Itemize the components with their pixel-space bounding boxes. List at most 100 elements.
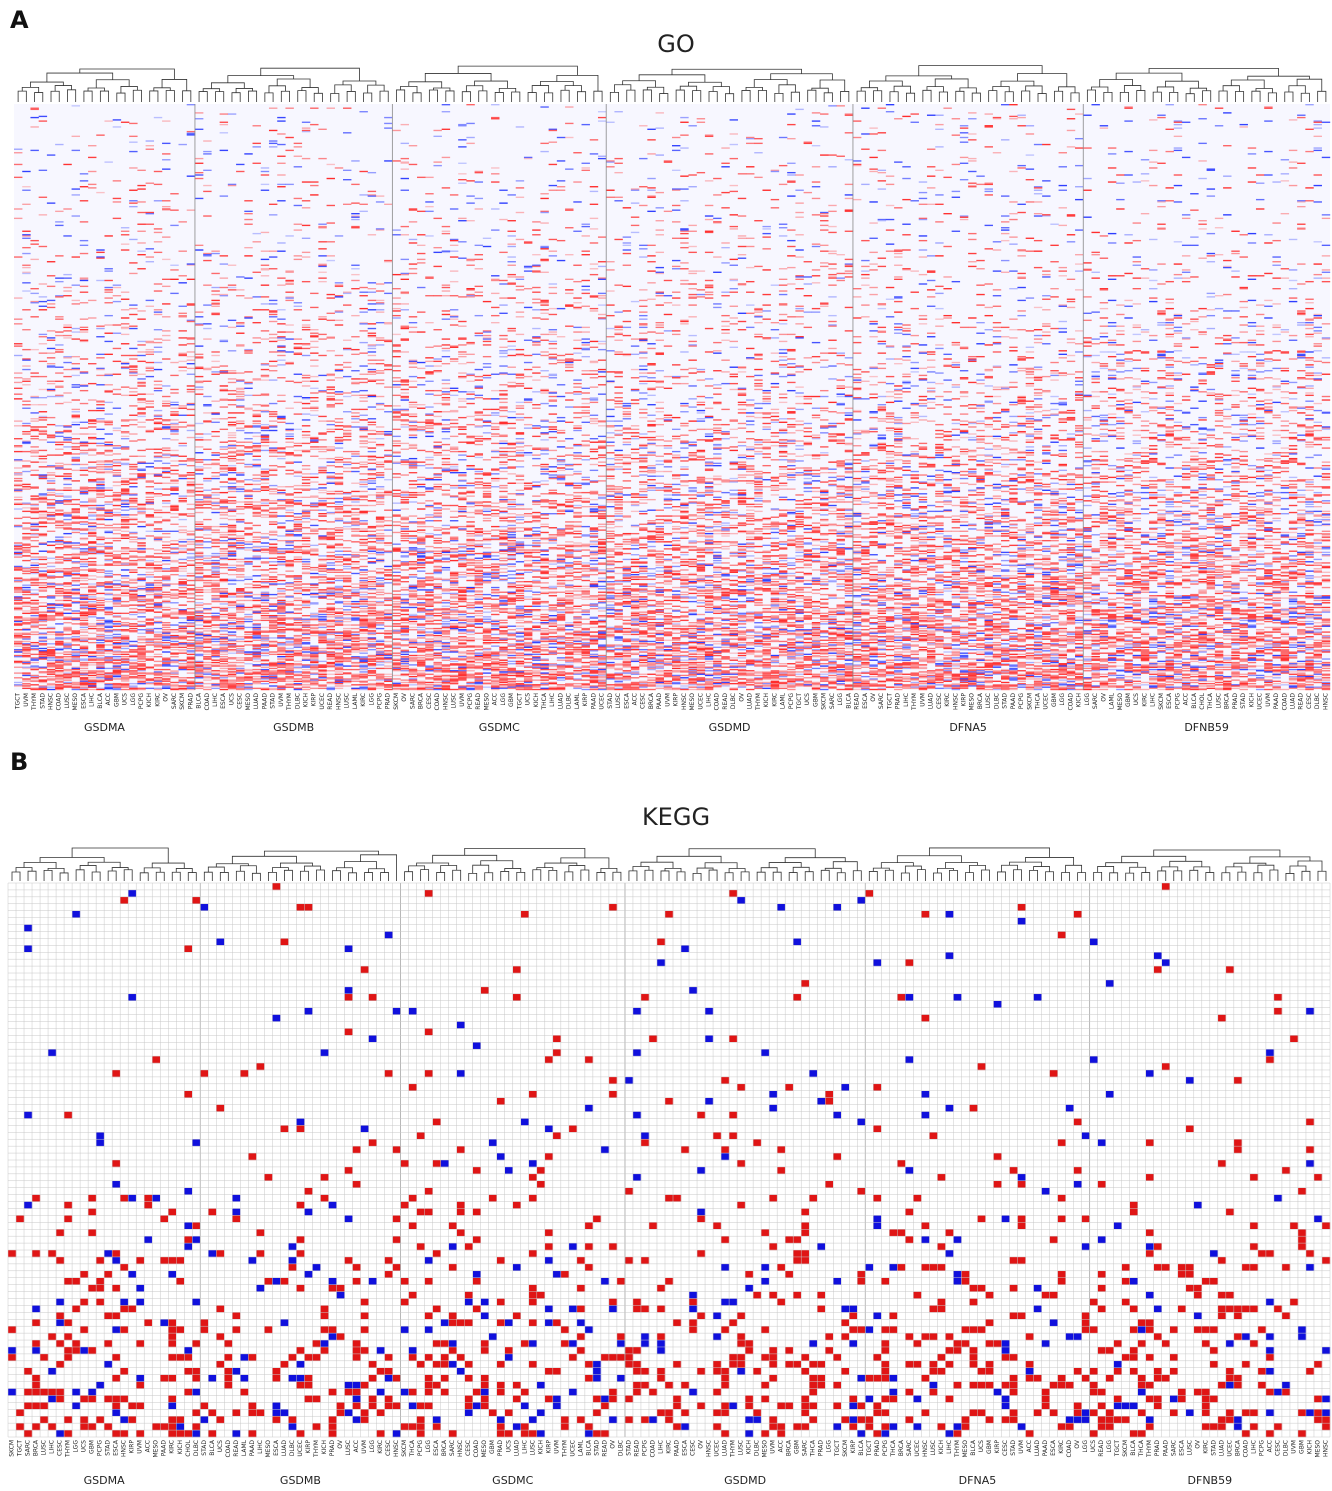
column-tick-label: PAAD bbox=[1010, 693, 1017, 710]
column-tick-label: BRCA bbox=[898, 1439, 905, 1456]
panel-a-title: GO bbox=[576, 30, 776, 58]
column-tick-label: ACC bbox=[492, 693, 499, 705]
column-tick-label: GBM bbox=[113, 693, 120, 707]
column-tick-label: COAD bbox=[1281, 693, 1288, 711]
panel-a-letter: A bbox=[10, 6, 29, 34]
column-tick-label: GBM bbox=[986, 1440, 993, 1454]
heatmap-cells-gsdma bbox=[8, 889, 201, 1438]
column-tick-label: LUSC bbox=[344, 693, 351, 708]
gene-group-label: GSDMB bbox=[280, 1474, 321, 1487]
heatmap-cells-gsdmb bbox=[200, 883, 401, 1438]
column-tick-label: BRCA bbox=[648, 692, 655, 709]
column-tick-label: STAD bbox=[1002, 693, 1009, 709]
column-tick-label: COAD bbox=[1066, 1440, 1073, 1458]
column-tick-label: GBM bbox=[1125, 693, 1132, 707]
column-tick-label: LUAD bbox=[281, 1440, 288, 1457]
column-tick-label: LGG bbox=[73, 1440, 80, 1453]
column-tick-label: OV bbox=[337, 1439, 344, 1449]
column-tick-label: LUAD bbox=[747, 693, 754, 710]
column-tick-label: ESCA bbox=[220, 692, 227, 709]
dendrogram-dfnb59 bbox=[1093, 849, 1327, 881]
column-tick-label: PCPG bbox=[377, 693, 384, 709]
dendrogram-gsdmb bbox=[203, 850, 397, 881]
gene-group-label: DFNB59 bbox=[1184, 721, 1229, 734]
column-tick-label: HNSC bbox=[48, 693, 55, 710]
column-tick-label: KIRP bbox=[994, 1440, 1001, 1454]
column-tick-label: ESCA bbox=[80, 692, 87, 709]
column-tick-label: LIHC bbox=[257, 1440, 264, 1454]
column-tick-label: BLCA bbox=[1130, 1439, 1137, 1456]
column-tick-label: LGG bbox=[369, 1440, 376, 1453]
column-tick-label: CHOL bbox=[1199, 692, 1206, 709]
column-tick-label: LAML bbox=[352, 692, 359, 709]
column-tick-label: UCS bbox=[505, 1440, 512, 1453]
column-tick-label: BLCA bbox=[845, 692, 852, 709]
column-tick-label: UCEC bbox=[1043, 693, 1050, 710]
column-tick-label: MESO bbox=[245, 693, 252, 711]
column-tick-label: KIRC bbox=[771, 693, 778, 707]
column-tick-label: LIHC bbox=[706, 693, 713, 707]
column-tick-label: GBM bbox=[794, 1440, 801, 1454]
gene-group-label: GSDMC bbox=[492, 1474, 533, 1487]
column-tick-label: READ bbox=[475, 693, 482, 710]
column-tick-label: CESC bbox=[690, 1440, 697, 1456]
heatmap-cells-gsdmd bbox=[606, 105, 854, 691]
column-tick-label: SKCM bbox=[842, 1440, 849, 1457]
column-tick-label: BLCA bbox=[858, 1439, 865, 1456]
column-tick-label: CESC bbox=[936, 693, 943, 709]
column-tick-label: THYM bbox=[65, 1440, 72, 1458]
column-tick-label: COAD bbox=[225, 1440, 232, 1458]
heatmap-cells-dfna5 bbox=[865, 889, 1090, 1438]
column-tick-label: COAD bbox=[649, 1440, 656, 1458]
column-tick-label: ESCA bbox=[113, 1439, 120, 1456]
column-tick-label: KIRP bbox=[305, 1440, 312, 1454]
column-tick-label: ESCA bbox=[862, 692, 869, 709]
column-tick-label: TGCT bbox=[796, 693, 803, 711]
dendrogram-dfna5 bbox=[856, 65, 1080, 102]
column-tick-label: LUSC bbox=[41, 1440, 48, 1455]
column-tick-label: CESC bbox=[1306, 693, 1313, 709]
column-tick-label: UCS bbox=[81, 1440, 88, 1453]
gene-group-label: GSDMD bbox=[709, 721, 751, 734]
column-tick-label: MESO bbox=[72, 693, 79, 711]
column-tick-label: PRAD bbox=[1232, 693, 1239, 710]
column-tick-label: UCS bbox=[1090, 1440, 1097, 1453]
column-tick-label: PCPG bbox=[788, 693, 795, 709]
column-tick-label: MESO bbox=[265, 1440, 272, 1458]
column-tick-label: SKCM bbox=[9, 1440, 16, 1457]
column-tick-label: PRAD bbox=[874, 1440, 881, 1457]
column-tick-label: THYM bbox=[730, 1440, 737, 1458]
heatmap-cells-dfnb59 bbox=[1083, 104, 1331, 691]
column-tick-label: LUAD bbox=[253, 693, 260, 710]
column-tick-label: ESCA bbox=[1166, 692, 1173, 709]
heatmap-cells-dfnb59 bbox=[1089, 883, 1331, 1438]
heatmap-grid bbox=[7, 882, 1331, 1438]
column-tick-label: DLBC bbox=[193, 1440, 200, 1456]
column-tick-label: MESO bbox=[762, 1440, 769, 1458]
column-tick-label: LUSC bbox=[615, 693, 622, 708]
column-tick-label: LGG bbox=[368, 693, 375, 706]
column-tick-label: MESO bbox=[962, 1440, 969, 1458]
column-tick-label: SARC bbox=[878, 693, 885, 709]
column-tick-label: ACC bbox=[631, 693, 638, 705]
panel-b-letter: B bbox=[10, 748, 28, 776]
column-tick-label: HNSC bbox=[1322, 1440, 1329, 1457]
column-tick-label: LGG bbox=[500, 693, 507, 706]
column-tick-label: KIRP bbox=[582, 693, 589, 707]
column-tick-label: UCS bbox=[1133, 693, 1140, 706]
column-tick-label: THCA bbox=[409, 1439, 416, 1457]
column-tick-label: UCS bbox=[228, 693, 235, 706]
column-tick-label: BLCA bbox=[196, 692, 203, 709]
column-tick-label: LUSC bbox=[738, 1440, 745, 1455]
column-tick-label: LAML bbox=[574, 692, 581, 709]
column-tick-label: UVM bbox=[278, 693, 285, 707]
column-tick-label: THYM bbox=[954, 1440, 961, 1458]
column-tick-label: UCS bbox=[804, 693, 811, 706]
column-tick-label: UVM bbox=[919, 693, 926, 707]
column-tick-label: KIRC bbox=[1141, 693, 1148, 707]
column-tick-label: LUAD bbox=[513, 1440, 520, 1457]
column-tick-label: STAD bbox=[270, 693, 277, 709]
column-tick-label: KICH bbox=[321, 1440, 328, 1454]
column-tick-label: COAD bbox=[1242, 1440, 1249, 1458]
gene-group-label: GSDMB bbox=[273, 721, 314, 734]
